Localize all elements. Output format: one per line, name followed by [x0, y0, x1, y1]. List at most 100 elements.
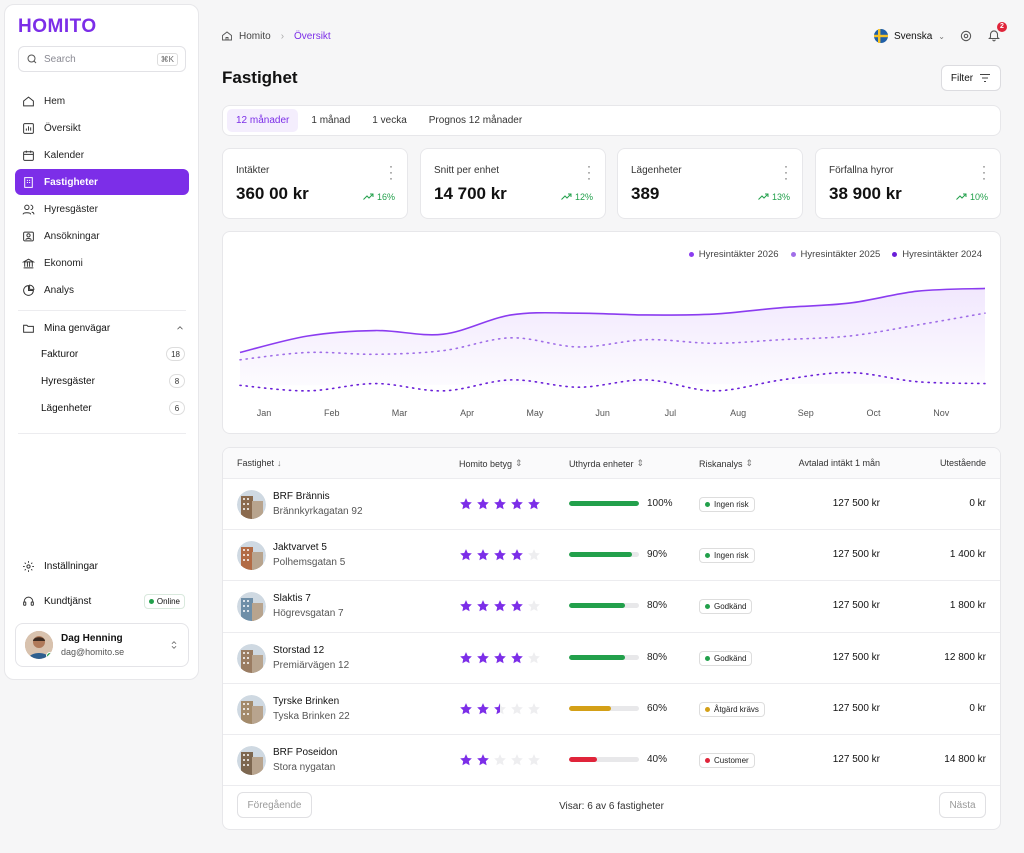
contract-income: 127 500 kr	[832, 651, 880, 663]
search-input[interactable]	[44, 53, 151, 65]
previous-button[interactable]: Föregående	[237, 792, 312, 818]
star-filled-icon	[477, 651, 489, 663]
home-icon[interactable]	[221, 30, 233, 42]
chevron-updown-icon[interactable]	[169, 639, 179, 651]
occupancy-percent: 100%	[647, 498, 673, 509]
page-title: Fastighet	[222, 68, 298, 87]
table-row[interactable]: BRF Brännis Brännkyrkagatan 92 100% Inge…	[223, 479, 1000, 531]
table-row[interactable]: Storstad 12 Premiärvägen 12 80% Godkänd …	[223, 633, 1000, 684]
table-row[interactable]: Jaktvarvet 5 Polhemsgatan 5 90% Ingen ri…	[223, 530, 1000, 582]
calendar-icon	[23, 150, 34, 161]
header-occupancy[interactable]: Uthyrda enheter ⇕	[569, 458, 645, 469]
shortcut-item-lagenheter[interactable]: Lägenheter 6	[41, 399, 185, 417]
trend-up-icon	[561, 193, 572, 200]
legend-item[interactable]: Hyresintäkter 2026	[688, 249, 779, 260]
star-empty-icon	[528, 754, 540, 766]
more-icon[interactable]: · · ·	[784, 159, 788, 185]
property-name[interactable]: BRF Brännis	[273, 491, 330, 502]
gear-icon[interactable]	[959, 29, 973, 43]
shortcut-item-fakturor[interactable]: Fakturor 18	[41, 345, 185, 363]
stat-value: 389	[631, 184, 660, 203]
sidebar-item-label: Ansökningar	[44, 230, 100, 242]
settings-link[interactable]: Inställningar	[22, 557, 185, 575]
users-icon	[22, 204, 35, 215]
tab-12-months[interactable]: 12 månader	[227, 109, 299, 132]
shortcut-item-hyresgaster[interactable]: Hyresgäster 8	[41, 372, 185, 390]
rating-stars	[459, 651, 541, 665]
more-icon[interactable]: · · ·	[389, 159, 393, 185]
property-name[interactable]: BRF Poseidon	[273, 746, 338, 758]
trend-value: 12%	[574, 192, 593, 202]
trend-up-icon	[363, 193, 374, 200]
x-tick-label: Feb	[324, 408, 340, 418]
user-email: dag@homito.se	[61, 647, 125, 657]
risk-badge: Godkänd	[699, 650, 753, 666]
bank-icon	[22, 258, 35, 268]
header-rating[interactable]: Homito betyg ⇕	[459, 458, 523, 469]
property-address: Polhemsgatan 5	[273, 557, 346, 569]
tab-1-month[interactable]: 1 månad	[311, 115, 351, 126]
occupancy-bar	[569, 501, 639, 506]
outstanding-amount: 1 800 kr	[949, 600, 986, 612]
chevron-right-icon: ›	[280, 30, 285, 42]
star-empty-icon	[494, 754, 506, 766]
table-row[interactable]: Slaktis 7 Högrevsgatan 7 80% Godkänd 127…	[223, 581, 1000, 633]
header-income[interactable]: Avtalad intäkt 1 mån	[798, 458, 880, 468]
star-filled-icon	[511, 600, 523, 612]
sidebar-item-ans-kningar[interactable]: Ansökningar	[15, 223, 189, 249]
occupancy-bar	[569, 603, 639, 609]
sidebar-item-label: Hem	[44, 95, 66, 107]
sidebar-item-kalender[interactable]: Kalender	[15, 142, 189, 168]
folder-icon	[23, 324, 34, 333]
star-empty-icon	[528, 651, 540, 663]
stat-label: Snitt per enhet	[434, 165, 500, 176]
star-filled-icon	[477, 754, 489, 766]
shortcuts-header[interactable]: Mina genvägar	[22, 319, 185, 337]
property-name[interactable]: Slaktis 7	[273, 593, 311, 605]
property-name[interactable]: Storstad 12	[273, 644, 325, 656]
occupancy-percent: 60%	[647, 702, 668, 714]
language-selector[interactable]: Svenska ⌄	[873, 29, 945, 43]
sidebar-item--versikt[interactable]: Översikt	[15, 115, 189, 141]
filter-button[interactable]: Filter	[941, 65, 1001, 91]
star-filled-icon	[494, 651, 506, 663]
property-name[interactable]: Jaktvarvet 5	[273, 542, 327, 554]
sidebar-item-ekonomi[interactable]: Ekonomi	[15, 250, 189, 276]
header-property[interactable]: Fastighet ↓	[237, 458, 282, 468]
sidebar-item-label: Översikt	[44, 122, 81, 134]
tab-1-week[interactable]: 1 vecka	[372, 115, 407, 126]
search-box[interactable]: ⌘K	[18, 46, 186, 72]
legend-item[interactable]: Hyresintäkter 2025	[790, 249, 880, 260]
more-icon[interactable]: · · ·	[982, 159, 986, 185]
property-name[interactable]: Tyrske Brinken	[273, 695, 340, 707]
table-row[interactable]: Tyrske Brinken Tyska Brinken 22 60% Åtgä…	[223, 684, 1000, 735]
header-risk[interactable]: Riskanalys ⇕	[699, 458, 754, 469]
user-profile[interactable]: Dag Henning dag@homito.se	[15, 623, 189, 667]
sidebar-item-label: Analys	[44, 284, 75, 296]
sidebar-item-fastigheter[interactable]: Fastigheter	[15, 169, 189, 195]
id-card-icon	[23, 231, 34, 241]
occupancy-bar	[569, 756, 639, 762]
notifications-button[interactable]: 2	[987, 21, 1007, 45]
main-nav: Hem Översikt Kalender Fastigheter Hyresgäste…	[15, 88, 189, 304]
tab-forecast[interactable]: Prognos 12 månader	[428, 115, 523, 126]
star-filled-icon	[460, 702, 472, 715]
outstanding-amount: 0 kr	[969, 702, 986, 714]
legend-item[interactable]: Hyresintäkter 2024	[892, 249, 982, 260]
rating-stars	[459, 599, 541, 613]
chevron-up-icon[interactable]	[175, 323, 185, 333]
header-outstanding[interactable]: Utestående	[939, 458, 986, 468]
sidebar-item-hem[interactable]: Hem	[15, 88, 189, 114]
breadcrumb-home[interactable]: Homito	[239, 30, 271, 42]
star-empty-icon	[511, 702, 523, 715]
x-tick-label: Sep	[798, 408, 814, 418]
more-icon[interactable]: · · ·	[587, 159, 591, 185]
sidebar-item-hyresg-ster[interactable]: Hyresgäster	[15, 196, 189, 222]
count-badge: 6	[169, 401, 185, 415]
table-row[interactable]: BRF Poseidon Stora nygatan 40% Customer …	[223, 735, 1000, 787]
support-link[interactable]: Kundtjänst Online	[22, 592, 185, 610]
star-empty-icon	[528, 600, 540, 612]
risk-badge: Ingen risk	[699, 497, 755, 512]
next-button[interactable]: Nästa	[939, 792, 986, 818]
sidebar-item-analys[interactable]: Analys	[15, 277, 189, 303]
